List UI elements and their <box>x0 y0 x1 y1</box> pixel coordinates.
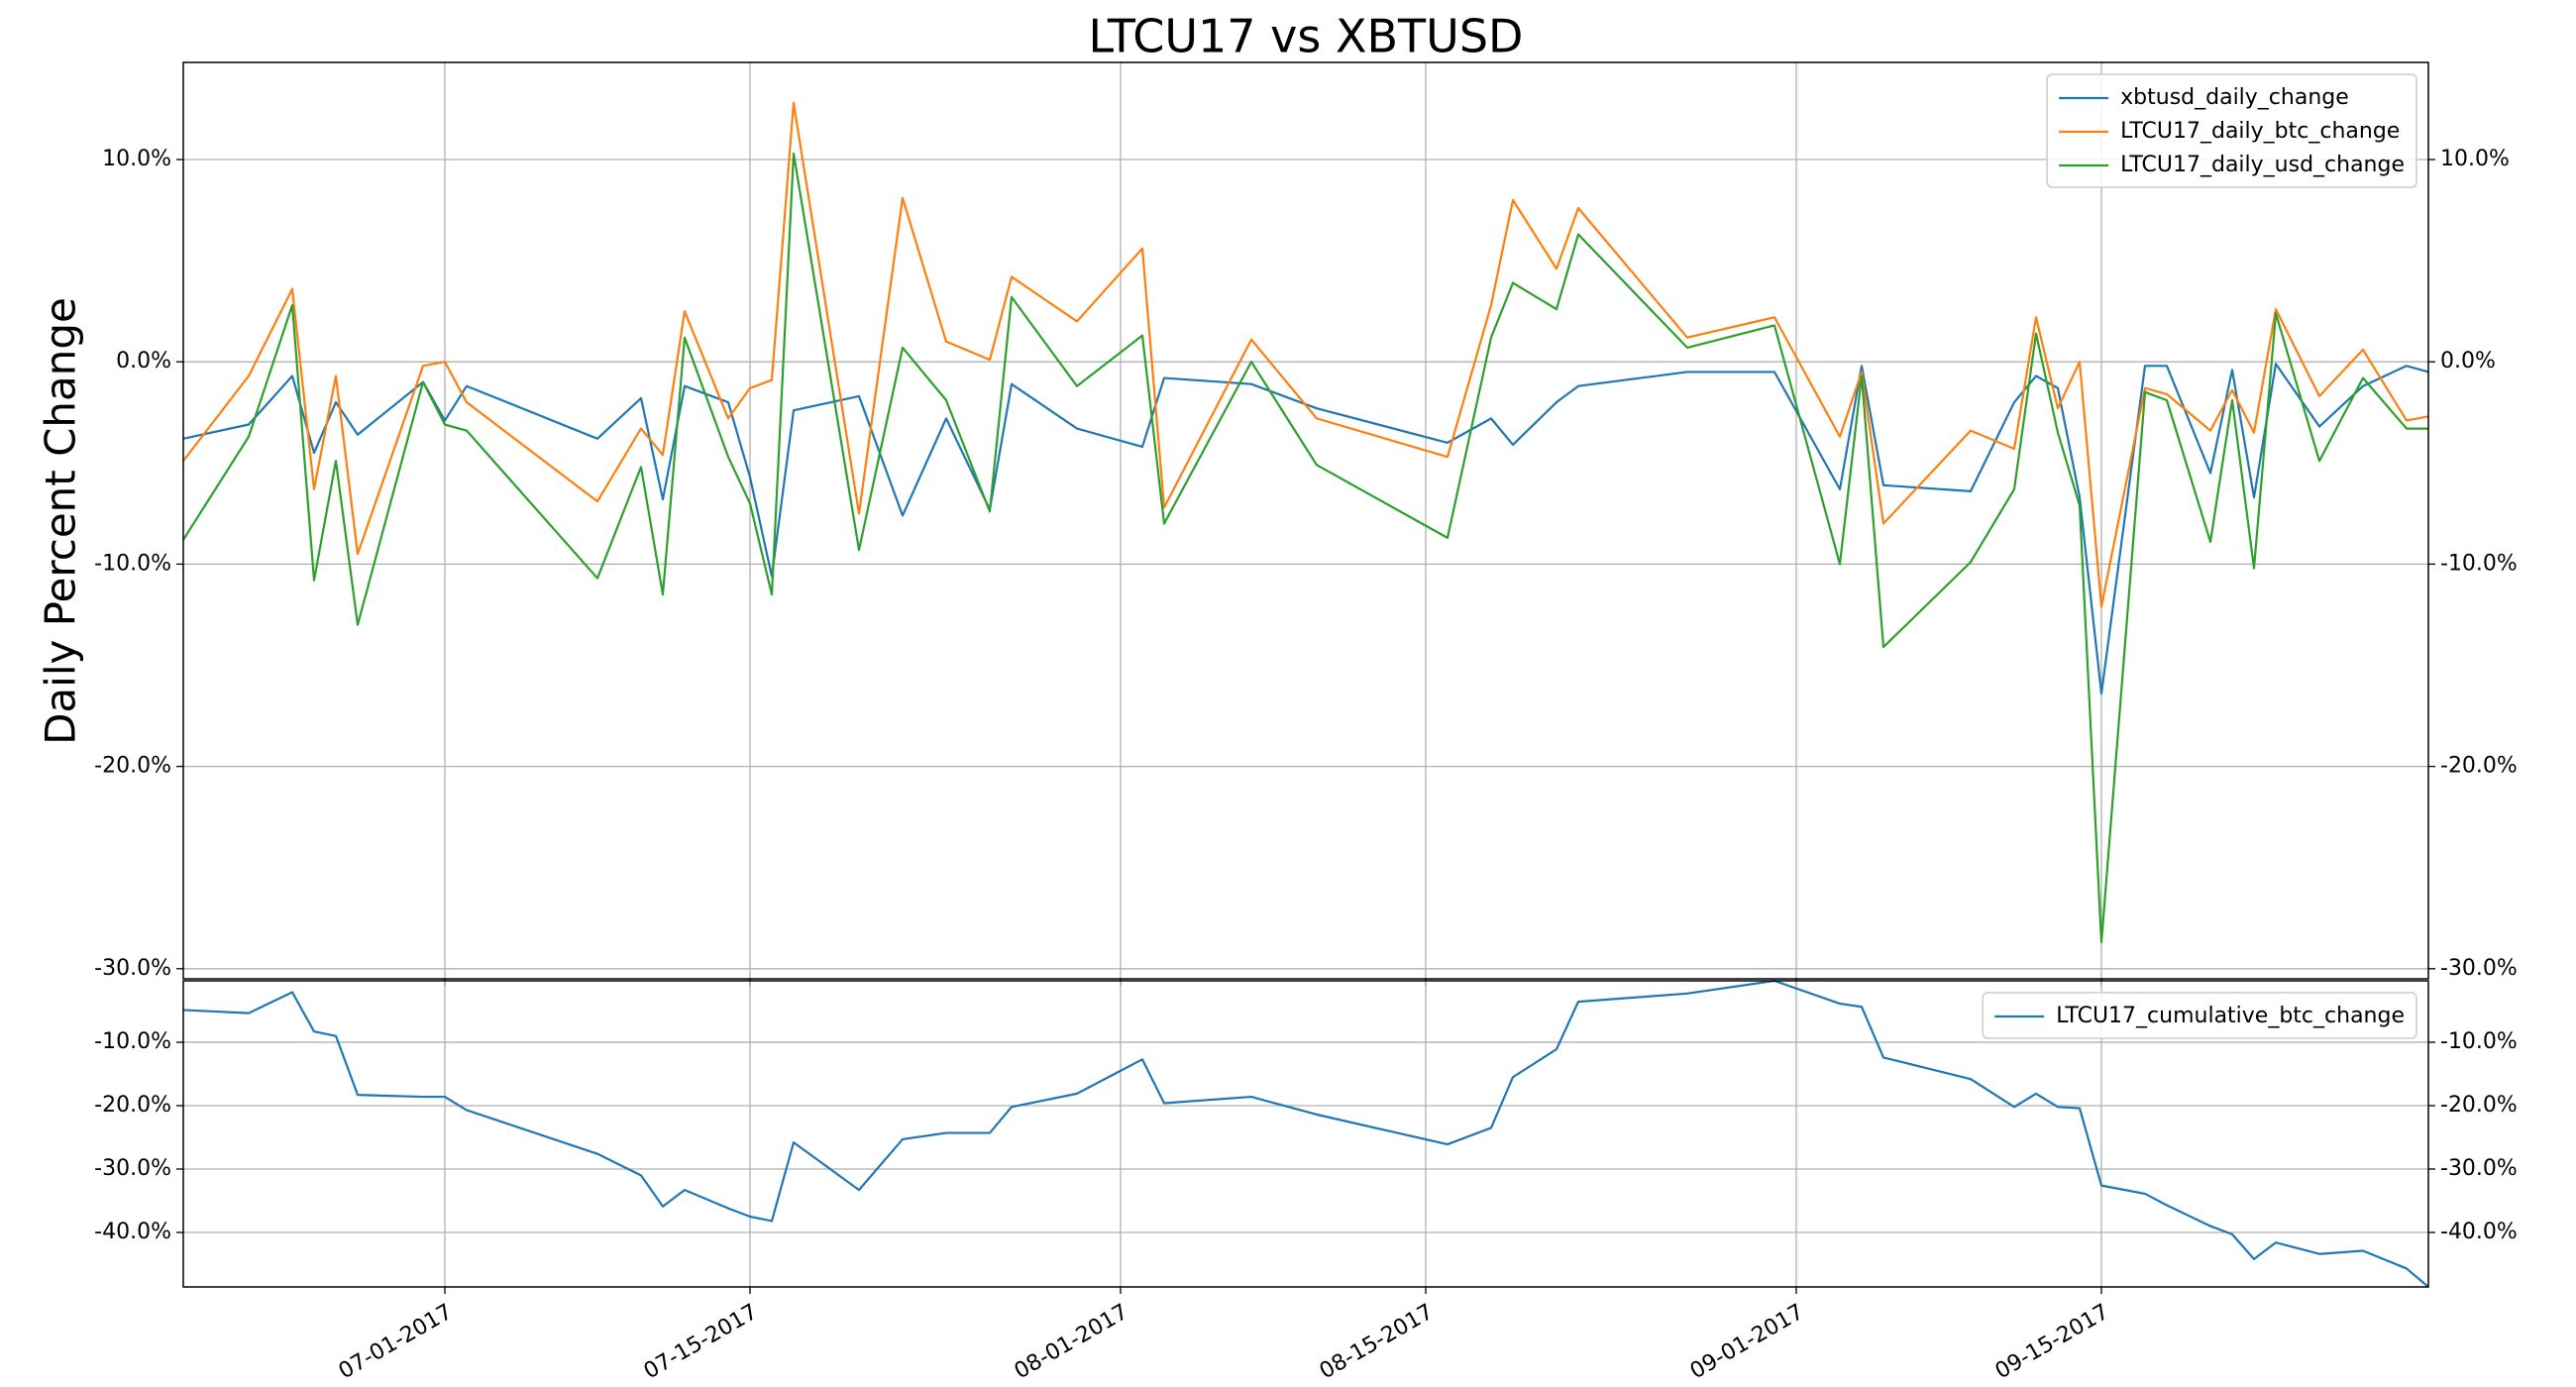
y-tick-label-right: -30.0% <box>2440 956 2518 981</box>
y-tick-label: -30.0% <box>94 956 171 981</box>
legend: xbtusd_daily_change LTCU17_daily_btc_chan… <box>2046 73 2417 188</box>
legend-box <box>1982 992 2417 1039</box>
y-tick-label-right: -10.0% <box>2440 1029 2518 1054</box>
y-tick-label: -10.0% <box>94 551 171 576</box>
y-tick-label-right: -30.0% <box>2440 1156 2518 1181</box>
data-line <box>182 979 2429 1288</box>
y-tick-label-right: -40.0% <box>2440 1220 2518 1244</box>
legend-label: LTCU17_daily_btc_change <box>2120 119 2400 144</box>
legend-label: LTCU17_cumulative_btc_change <box>2056 1004 2405 1028</box>
y-tick-label-right: -20.0% <box>2440 1093 2518 1118</box>
legend-label: xbtusd_daily_change <box>2120 85 2349 110</box>
y-axis-label: Daily Percent Change <box>37 297 85 745</box>
y-tick-label: 10.0% <box>102 147 171 171</box>
y-tick-label-right: -10.0% <box>2440 551 2518 576</box>
data-line <box>182 363 2429 695</box>
y-tick-label-right: 0.0% <box>2440 349 2496 373</box>
y-tick-label: 0.0% <box>116 349 171 373</box>
legend-box <box>2046 73 2417 188</box>
legend-label: LTCU17_daily_usd_change <box>2120 153 2405 177</box>
chart-title: LTCU17 vs XBTUSD <box>1089 10 1524 63</box>
legend: LTCU17_cumulative_btc_change <box>1982 992 2417 1039</box>
data-line <box>182 101 2429 608</box>
data-line <box>182 152 2428 944</box>
axes-frame <box>182 61 2429 980</box>
y-tick-label-right: -20.0% <box>2440 754 2518 779</box>
y-tick-label: -30.0% <box>94 1156 171 1181</box>
y-tick-label: -10.0% <box>94 1029 171 1054</box>
y-tick-label-right: 10.0% <box>2440 147 2510 171</box>
y-tick-label: -20.0% <box>94 1093 171 1118</box>
axes-frame <box>182 980 2429 1288</box>
y-tick-label: -40.0% <box>94 1220 171 1244</box>
y-tick-label: -20.0% <box>94 754 171 779</box>
